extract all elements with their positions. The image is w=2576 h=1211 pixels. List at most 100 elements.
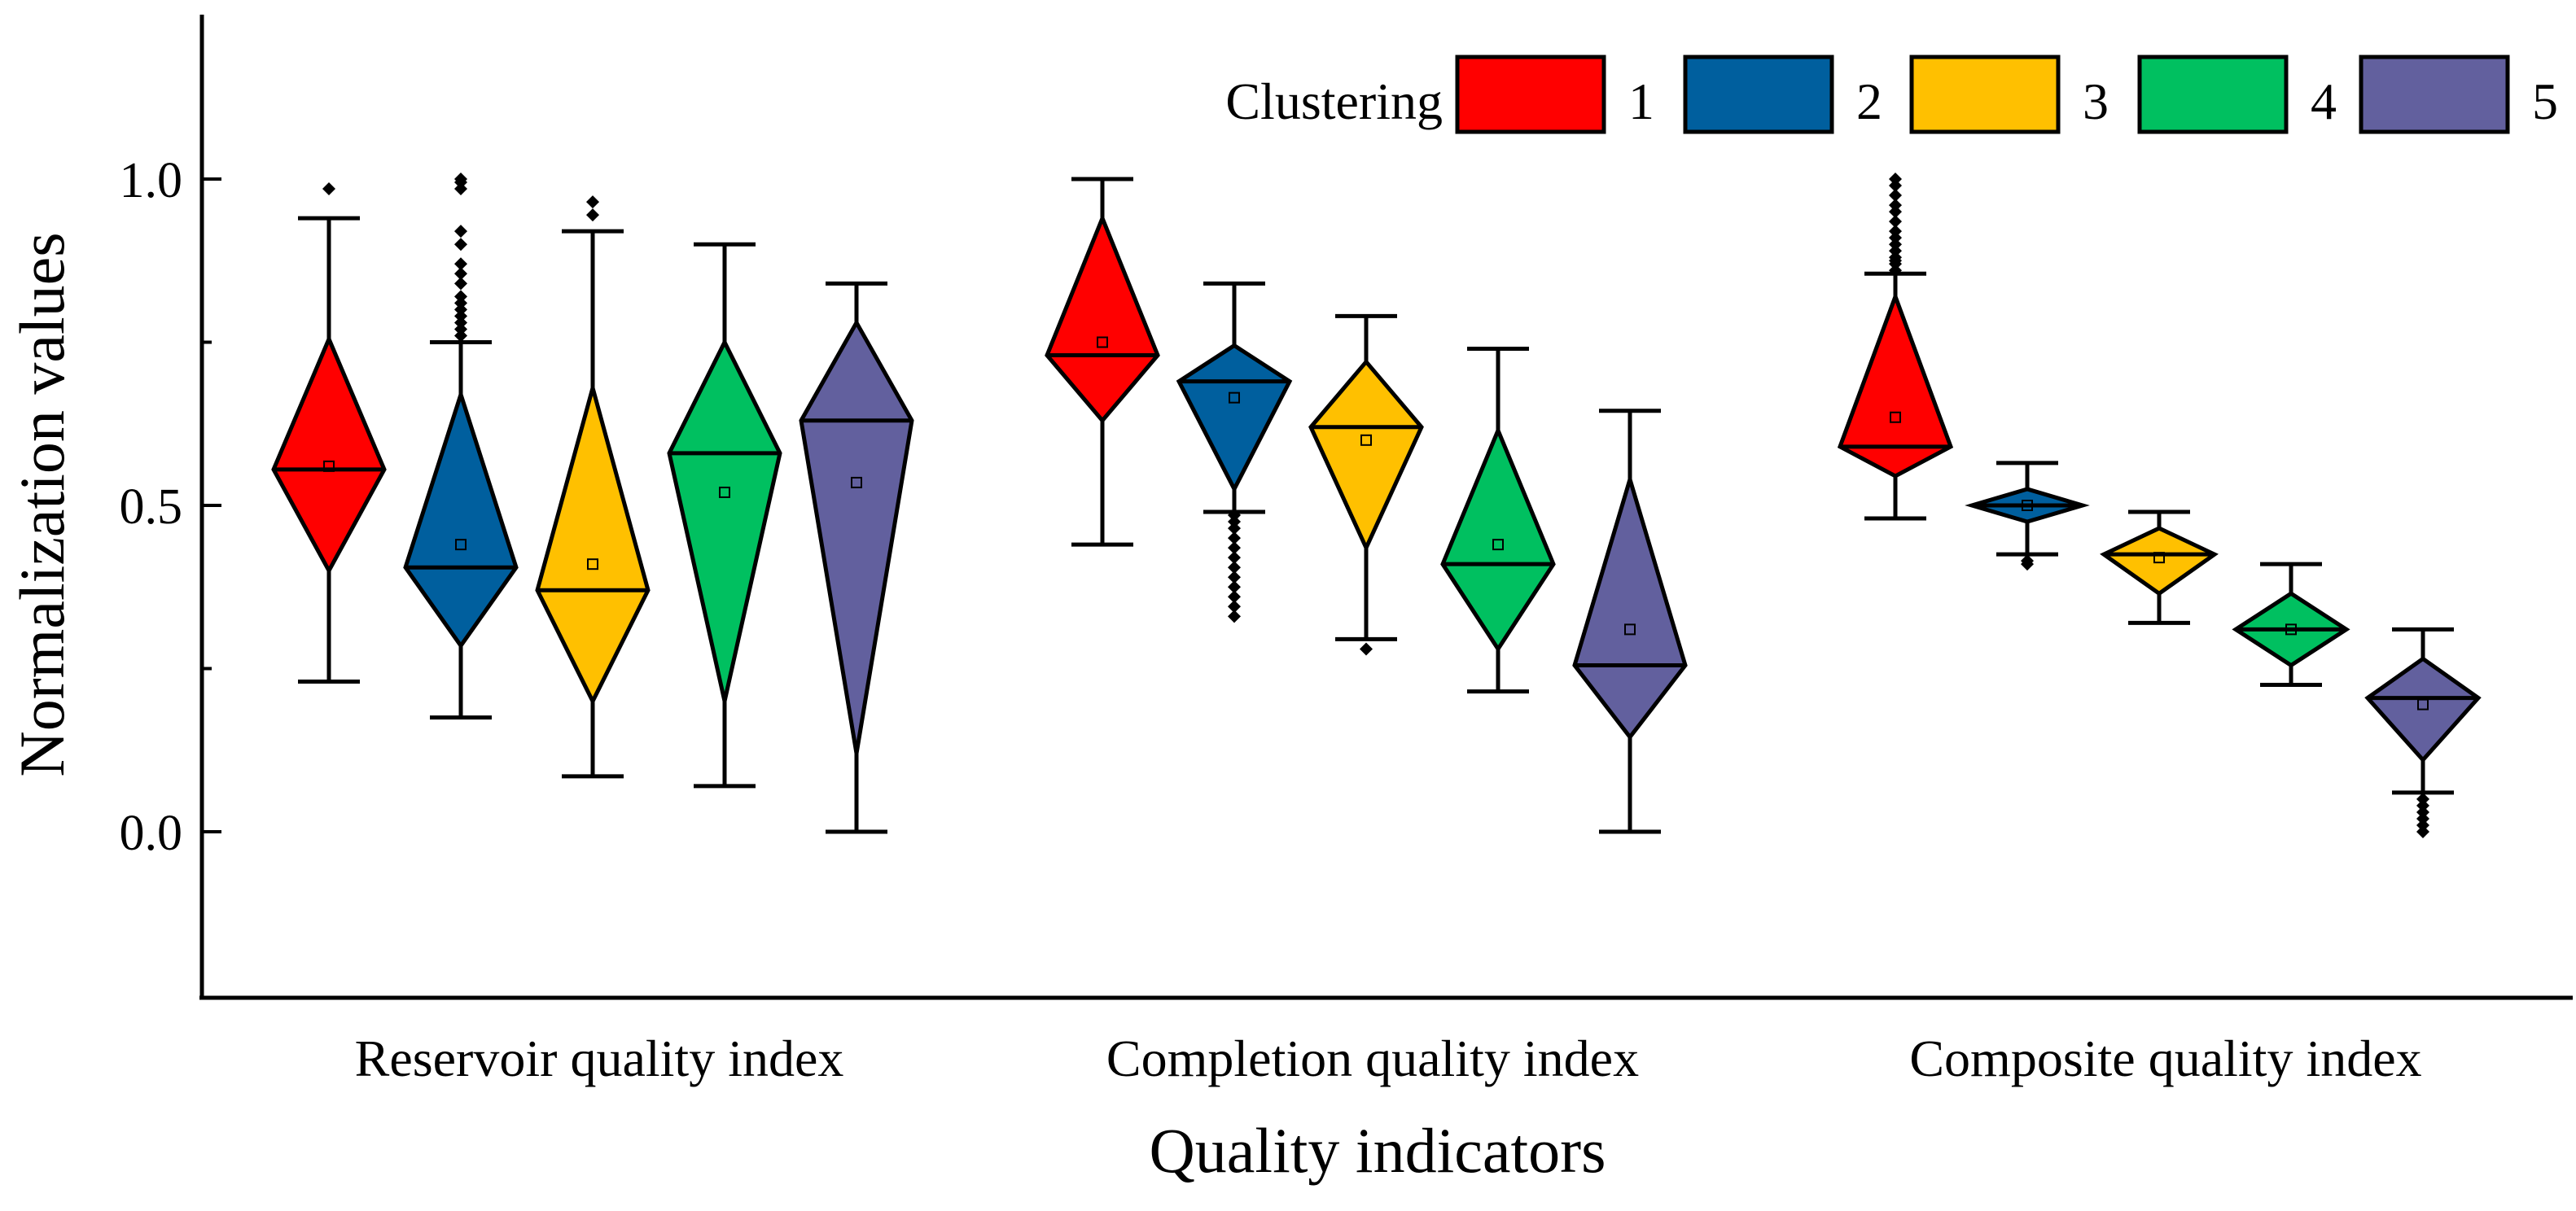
outlier-point <box>1889 238 1902 251</box>
mean-marker <box>1624 623 1636 636</box>
legend-swatch-5 <box>2359 55 2510 134</box>
outlier-point <box>454 277 467 291</box>
outlier-point <box>1889 173 1902 186</box>
mean-marker <box>587 558 598 571</box>
mean-marker <box>1097 336 1108 348</box>
outlier-point <box>454 303 467 317</box>
outlier-point <box>454 329 467 343</box>
outlier-point <box>1360 642 1373 656</box>
outlier-point <box>454 290 467 304</box>
legend-label-1: 1 <box>1628 72 1654 130</box>
iqr-diamond <box>2100 526 2219 597</box>
mean-marker <box>323 460 335 472</box>
iqr-diamond <box>1572 472 1688 741</box>
category-label: Reservoir quality index <box>355 1030 844 1087</box>
box-cluster-3 <box>1308 313 1424 656</box>
legend-label-4: 4 <box>2311 72 2337 130</box>
outlier-point <box>454 257 467 271</box>
box-cluster-2 <box>403 173 519 720</box>
outlier-point <box>1228 522 1241 536</box>
box-cluster-3 <box>2100 509 2219 625</box>
outlier-point <box>1228 590 1241 604</box>
outlier-point <box>454 182 467 196</box>
legend-swatch-2 <box>1683 55 1834 134</box>
iqr-diamond <box>403 387 519 649</box>
outlier-point <box>454 173 467 186</box>
mean-marker <box>455 539 467 551</box>
legend-label-2: 2 <box>1856 72 1882 130</box>
mean-marker <box>851 476 862 488</box>
box-cluster-3 <box>535 195 651 779</box>
mean-marker <box>1492 539 1504 551</box>
outlier-point <box>2416 792 2429 806</box>
outlier-point <box>322 182 335 196</box>
outlier-point <box>2416 805 2429 819</box>
outlier-point <box>1228 509 1241 522</box>
legend-title: Clustering <box>1225 72 1443 130</box>
iqr-diamond <box>799 318 914 754</box>
box-cluster-5 <box>1572 409 1688 834</box>
outlier-point <box>1228 580 1241 594</box>
outlier-point <box>2416 798 2429 812</box>
iqr-diamond <box>1308 358 1424 553</box>
category-label: Composite quality index <box>1909 1030 2421 1087</box>
y-tick-label: 1.0 <box>120 153 183 208</box>
mean-marker <box>1360 434 1372 446</box>
outlier-point <box>454 316 467 330</box>
mean-marker <box>2022 500 2033 511</box>
outlier-point <box>454 322 467 336</box>
outlier-point <box>1889 189 1902 203</box>
iqr-diamond <box>535 380 651 706</box>
outlier-point <box>1889 231 1902 245</box>
outlier-point <box>1889 244 1902 258</box>
mean-marker <box>2417 698 2429 710</box>
box-cluster-1 <box>1045 177 1160 547</box>
outlier-point <box>2416 818 2429 832</box>
box-cluster-2 <box>1176 281 1293 623</box>
box-cluster-4 <box>667 242 782 789</box>
outlier-point <box>1889 251 1902 264</box>
outlier-point <box>1228 515 1241 529</box>
outlier-point <box>1228 600 1241 614</box>
iqr-diamond <box>1837 291 1954 479</box>
outlier-point <box>454 309 467 323</box>
plot-area <box>271 173 2482 838</box>
iqr-diamond <box>271 334 387 575</box>
iqr-diamond <box>1045 212 1160 424</box>
group-1 <box>271 173 914 834</box>
outlier-point <box>1889 205 1902 219</box>
outlier-point <box>1228 541 1241 555</box>
box-cluster-5 <box>2364 627 2482 838</box>
box-cluster-1 <box>271 182 387 684</box>
iqr-diamond <box>667 337 782 702</box>
box-cluster-5 <box>799 281 914 834</box>
outlier-point <box>1889 225 1902 238</box>
outlier-point <box>586 195 599 209</box>
outlier-point <box>454 296 467 310</box>
y-axis-title: Normalization values <box>7 232 77 776</box>
axes: Normalization values Quality indicators … <box>7 15 2573 1186</box>
outlier-point <box>1889 215 1902 229</box>
outlier-point <box>586 208 599 222</box>
iqr-diamond <box>1176 343 1293 494</box>
outlier-point <box>2416 811 2429 825</box>
outlier-point <box>1228 561 1241 575</box>
box-cluster-4 <box>2232 562 2350 688</box>
mean-marker <box>2285 623 2297 636</box>
legend-swatch-4 <box>2137 55 2289 134</box>
mean-marker <box>1229 391 1240 404</box>
outlier-point <box>454 225 467 238</box>
outlier-point <box>1889 179 1902 193</box>
outlier-point <box>454 238 467 251</box>
box-cluster-2 <box>1965 461 2090 571</box>
legend: Clustering 1 2 3 4 5 <box>1225 55 2558 134</box>
outlier-point <box>1889 199 1902 212</box>
outlier-point <box>1228 531 1241 545</box>
group-2 <box>1045 177 1688 834</box>
legend-label-5: 5 <box>2532 72 2558 130</box>
outlier-point <box>1889 264 1902 278</box>
legend-label-3: 3 <box>2083 72 2109 130</box>
box-cluster-1 <box>1837 173 1954 521</box>
mean-marker <box>719 486 730 498</box>
